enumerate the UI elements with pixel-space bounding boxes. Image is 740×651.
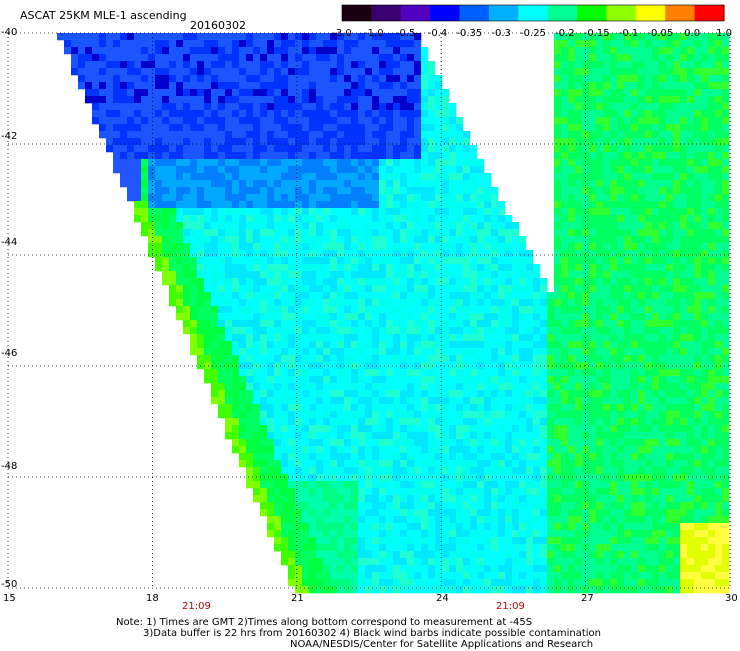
colorbar-label: -0.3 [491,28,511,39]
colorbar-label: 0.0 [684,28,700,39]
colorbar-swatch [460,5,490,21]
lat-label: -44 [1,237,17,249]
lat-label: -50 [1,579,17,591]
colorbar-label: -0.5 [396,28,416,39]
colorbar-swatch [606,5,636,21]
colorbar-label: -3.0 [332,28,352,39]
colorbar-swatch [548,5,578,21]
footnote-line-3: NOAA/NESDIS/Center for Satellite Applica… [290,639,593,651]
colorbar-swatch [518,5,548,21]
lat-label: -48 [1,461,17,473]
lon-label: 24 [436,593,449,605]
colorbar-swatch [665,5,695,21]
lon-label: 21 [291,593,304,605]
colorbar-swatch [430,5,460,21]
colorbar-label: 1.0 [716,28,732,39]
colorbar-swatch [577,5,607,21]
lon-label: 27 [581,593,594,605]
colorbar-label: -0.15 [584,28,610,39]
colorbar-swatch [342,5,372,21]
colorbar-label: -0.2 [555,28,575,39]
lon-label: 18 [146,593,159,605]
colorbar-swatch [371,5,401,21]
map-title: ASCAT 25KM MLE-1 ascending [20,10,187,22]
colorbar-label: -0.05 [647,28,673,39]
colorbar-swatch [489,5,519,21]
colorbar-label: -0.1 [619,28,639,39]
colorbar-label: -1.0 [364,28,384,39]
lat-label: -42 [1,131,17,143]
lon-label: 30 [725,593,738,605]
map-date: 20160302 [190,20,246,32]
colorbar-swatch [636,5,666,21]
pass-time: 21:09 [182,601,211,613]
colorbar-label: -0.4 [428,28,448,39]
wind-swath [57,33,729,593]
lat-label: -46 [1,348,17,360]
colorbar-swatch [401,5,431,21]
colorbar-label: -0.35 [456,28,482,39]
colorbar-label: -0.25 [520,28,546,39]
lon-label: 15 [3,593,16,605]
pass-time: 21:09 [496,601,525,613]
lat-label: -40 [1,27,17,39]
colorbar-swatch [695,5,725,21]
